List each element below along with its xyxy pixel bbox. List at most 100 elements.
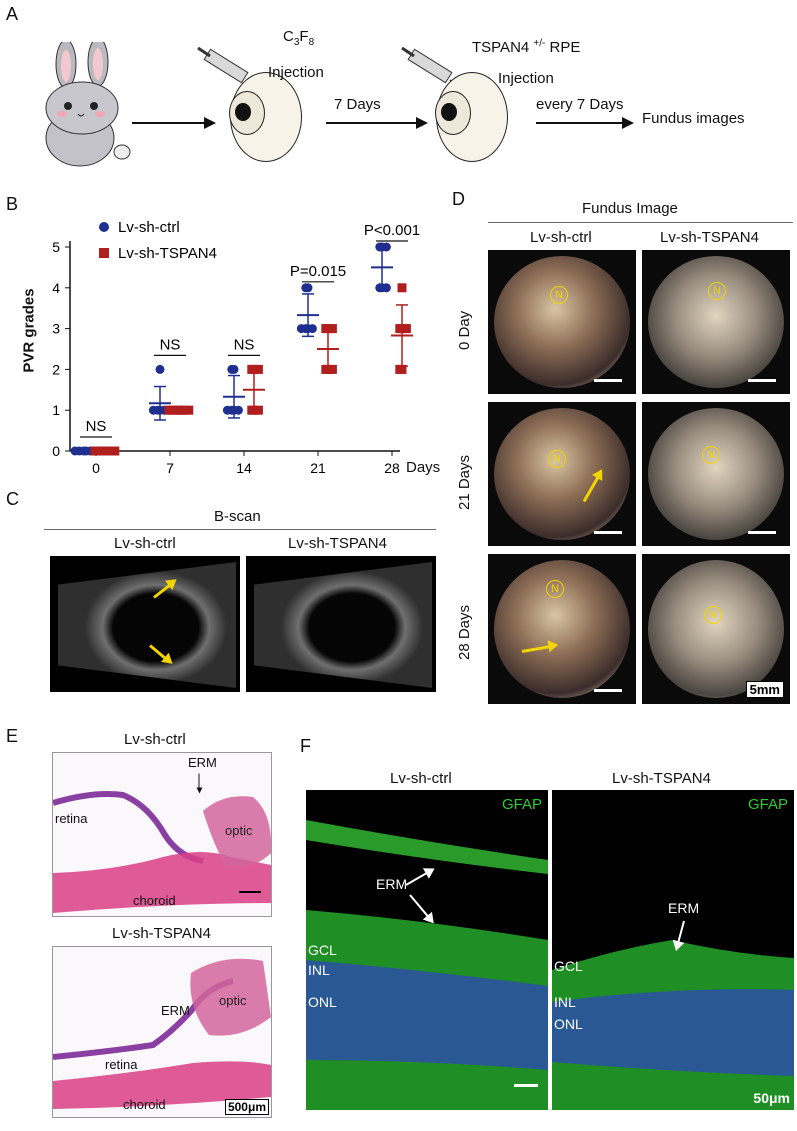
fundus-row-0: 0 Day xyxy=(456,310,473,350)
data-point xyxy=(301,283,311,293)
optic-nerve-marker: N xyxy=(550,286,568,304)
data-point xyxy=(253,405,263,415)
arrow-icon xyxy=(198,773,200,792)
legend-marker xyxy=(99,222,109,232)
fundus-image-ctrl-28d: N xyxy=(488,554,636,704)
histo-scale-bar: 500μm xyxy=(224,1099,269,1115)
data-point xyxy=(327,324,337,334)
interval-label-1: 7 Days xyxy=(334,96,381,113)
bscan-divider xyxy=(44,529,436,530)
y-tick-label: 3 xyxy=(52,321,60,337)
panel-label-f: F xyxy=(300,736,311,756)
data-point xyxy=(296,324,306,334)
tspan-label: TSPAN4 +/- RPE xyxy=(472,38,581,56)
y-axis-label-wrap: PVR grades xyxy=(18,288,38,372)
injection-label-1: Injection xyxy=(268,64,324,81)
panel-label-a: A xyxy=(6,4,19,24)
data-point xyxy=(321,364,331,374)
x-tick-label: 14 xyxy=(236,460,252,476)
data-point xyxy=(222,405,232,415)
if-col-tspan4: Lv-sh-TSPAN4 xyxy=(612,770,711,787)
data-point xyxy=(233,405,243,415)
eye-icon xyxy=(435,72,508,162)
panel-label-d: D xyxy=(452,189,465,209)
x-tick-label: 0 xyxy=(92,460,100,476)
optic-nerve-marker: N xyxy=(708,282,726,300)
y-tick-label: 5 xyxy=(52,239,60,255)
label-inl: INL xyxy=(554,994,576,1010)
if-image-ctrl: GFAP ERM GCL INL ONL xyxy=(306,790,548,1110)
label-retina: retina xyxy=(105,1057,138,1072)
label-gcl: GCL xyxy=(308,942,337,958)
legend-marker xyxy=(99,248,109,258)
significance-label: NS xyxy=(86,418,107,435)
bscan-image-tspan4 xyxy=(246,556,436,692)
fundus-image-tspan4-28d: N 5mm xyxy=(642,554,790,704)
data-point xyxy=(155,364,165,374)
data-point xyxy=(395,324,405,334)
legend-label: Lv-sh-ctrl xyxy=(118,219,180,236)
data-point xyxy=(247,405,257,415)
data-point xyxy=(381,242,391,252)
label-inl: INL xyxy=(308,962,330,978)
fundus-row-28: 28 Days xyxy=(456,604,473,660)
label-erm: ERM xyxy=(376,876,408,892)
histo-title-ctrl: Lv-sh-ctrl xyxy=(124,731,186,748)
label-choroid: choroid xyxy=(133,893,176,908)
label-erm: ERM xyxy=(188,755,217,770)
y-axis-label: PVR grades xyxy=(20,288,38,373)
bscan-title: B-scan xyxy=(214,508,261,525)
data-point xyxy=(397,283,407,293)
optic-nerve-marker: N xyxy=(546,580,564,598)
histo-title-tspan4: Lv-sh-TSPAN4 xyxy=(112,925,211,942)
significance-label: NS xyxy=(234,336,255,353)
fundus-row-21: 21 Days xyxy=(456,454,473,510)
rabbit-illustration xyxy=(45,42,131,167)
y-tick-label: 1 xyxy=(52,402,60,418)
label-gcl: GCL xyxy=(554,958,583,974)
bscan-image-ctrl xyxy=(50,556,240,692)
fundus-scale-bar: 5mm xyxy=(745,681,784,698)
panel-label-c: C xyxy=(6,489,19,509)
x-tick-label: 28 xyxy=(384,460,400,476)
optic-nerve-marker: N xyxy=(704,606,722,624)
significance-label: NS xyxy=(160,336,181,353)
pvr-grade-chart: 0 1 2 3 4 5 0 7 14 21 28 NS NS NS P=0.015 P<0.001 Lv-sh-… xyxy=(52,219,420,476)
histology-image-tspan4: ERM retina optic choroid 500μm xyxy=(52,946,272,1118)
stain-label: GFAP xyxy=(501,796,542,813)
label-erm: ERM xyxy=(668,900,700,916)
panel-label-b: B xyxy=(6,194,19,214)
data-point xyxy=(247,364,257,374)
histology-image-ctrl: ERM retina optic choroid xyxy=(52,752,272,917)
y-tick-label: 0 xyxy=(52,443,60,459)
data-point xyxy=(253,364,263,374)
x-axis-unit: Days xyxy=(406,459,441,476)
injection-label-2: Injection xyxy=(498,70,554,87)
y-tick-label: 2 xyxy=(52,361,60,377)
if-scale-bar: 50μm xyxy=(753,1090,790,1106)
label-erm: ERM xyxy=(161,1003,190,1018)
fundus-divider xyxy=(488,222,793,223)
fundus-image-tspan4-0d: N xyxy=(642,250,790,394)
flow-arrow-3 xyxy=(536,117,634,129)
eye-icon xyxy=(229,72,302,162)
significance-label: P<0.001 xyxy=(364,222,420,239)
x-tick-label: 21 xyxy=(310,460,326,476)
label-retina: retina xyxy=(55,811,88,826)
y-tick-label: 4 xyxy=(52,280,60,296)
significance-label: P=0.015 xyxy=(290,263,346,280)
interval-label-2: every 7 Days xyxy=(536,96,624,113)
data-point xyxy=(381,283,391,293)
optic-nerve-marker: N xyxy=(548,450,566,468)
data-point xyxy=(395,364,405,374)
optic-nerve-marker: N xyxy=(702,446,720,464)
fundus-image-tspan4-21d: N xyxy=(642,402,790,546)
label-onl: ONL xyxy=(554,1016,583,1032)
label-optic: optic xyxy=(219,993,247,1008)
data-point xyxy=(148,405,158,415)
data-point xyxy=(307,324,317,334)
fundus-image-ctrl-21d: N xyxy=(488,402,636,546)
result-label: Fundus images xyxy=(642,110,745,127)
legend-label: Lv-sh-TSPAN4 xyxy=(118,245,217,262)
fundus-col-ctrl: Lv-sh-ctrl xyxy=(530,229,592,246)
